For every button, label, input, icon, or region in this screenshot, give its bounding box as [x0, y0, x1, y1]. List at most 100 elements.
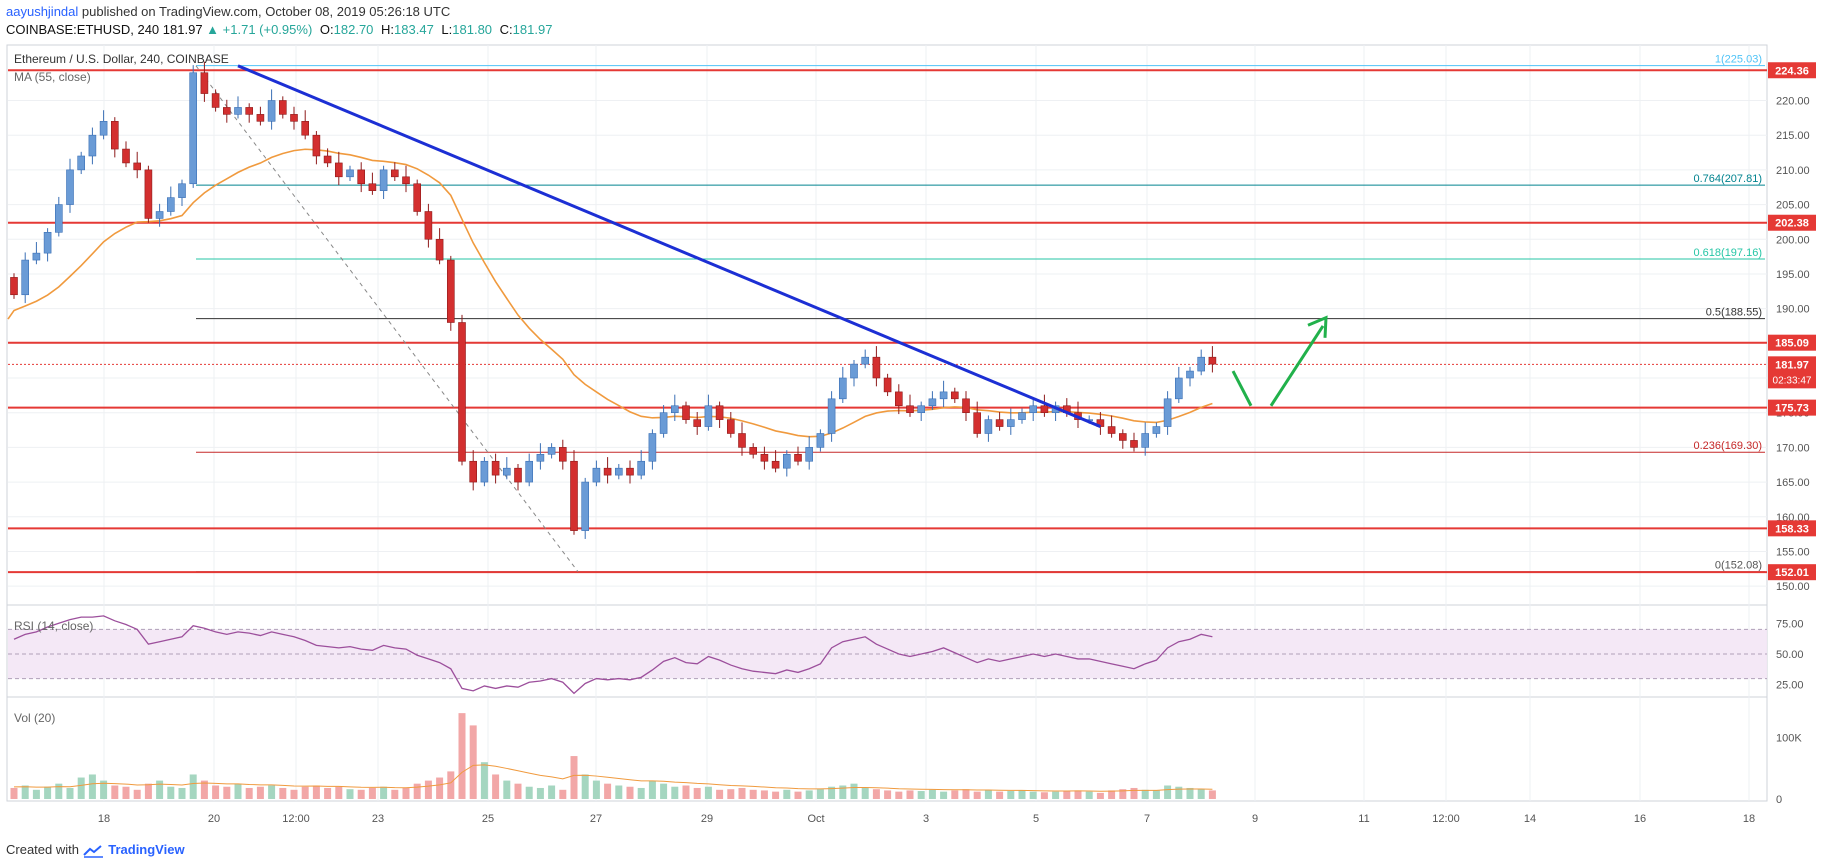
volume-bar — [727, 789, 735, 799]
volume-bar — [1085, 791, 1093, 799]
volume-bar — [66, 787, 74, 799]
candle-body — [1141, 433, 1149, 448]
low-label: L: — [441, 22, 453, 37]
moving-average-line — [7, 148, 1213, 438]
symbol-line: COINBASE:ETHUSD, 240 — [6, 22, 160, 37]
candle-body — [917, 405, 926, 413]
volume-bar — [268, 785, 276, 799]
volume-bar — [1164, 785, 1172, 799]
volume-bar — [167, 786, 175, 799]
y-tick-label: 155.00 — [1776, 546, 1810, 558]
candle-body — [906, 405, 914, 413]
volume-bar — [615, 785, 623, 799]
volume-bar — [436, 777, 444, 799]
candle-body — [626, 467, 634, 476]
y-tick-label: 195.00 — [1776, 269, 1810, 281]
y-tick-label: 170.00 — [1776, 442, 1810, 454]
x-tick-label: 5 — [1033, 813, 1039, 825]
fib-level-label: 0(152.08) — [1715, 560, 1762, 572]
candle-body — [424, 211, 433, 240]
volume-bar — [592, 780, 600, 799]
volume-bar — [559, 789, 567, 799]
volume-bar — [637, 787, 645, 799]
candle-body — [1107, 426, 1116, 434]
volume-legend: Vol (20) — [14, 711, 55, 725]
candle-body — [10, 277, 18, 296]
candle-body — [234, 107, 242, 115]
publish-info: aayushjindal published on TradingView.co… — [6, 4, 450, 19]
arrow-pullback — [1231, 370, 1253, 407]
x-tick-label: 29 — [701, 813, 713, 825]
symbol-info: COINBASE:ETHUSD, 240 181.97 ▲ +1.71 (+0.… — [6, 22, 552, 37]
volume-bar — [682, 785, 690, 799]
y-tick-label: 220.00 — [1776, 96, 1810, 108]
arrow-head-icon — [1307, 315, 1328, 338]
candle-body — [1006, 419, 1015, 427]
tradingview-logo-icon — [82, 844, 103, 858]
arrow-upside — [1269, 325, 1325, 407]
volume-bar — [324, 787, 332, 799]
level-price-tag — [1768, 334, 1816, 351]
candle-body — [883, 377, 892, 393]
volume-bar — [469, 725, 477, 799]
rsi-tick-label: 25.00 — [1776, 680, 1804, 692]
x-tick-label: 27 — [590, 813, 602, 825]
candle-body — [413, 183, 422, 212]
volume-bar — [917, 791, 925, 799]
volume-bar — [872, 789, 880, 799]
volume-bar — [10, 787, 18, 799]
candle-body — [223, 107, 231, 115]
volume-bar — [380, 786, 388, 799]
author-link[interactable]: aayushjindal — [6, 4, 79, 19]
current-price-tag — [1768, 356, 1816, 389]
candle-body — [1029, 405, 1037, 413]
volume-bar — [816, 789, 824, 799]
tradingview-link[interactable]: TradingView — [108, 842, 185, 857]
volume-bar — [234, 783, 242, 799]
x-tick-label: 9 — [1252, 813, 1258, 825]
candle-body — [323, 155, 332, 164]
candle-body — [390, 169, 399, 178]
x-tick-label: Oct — [807, 813, 824, 825]
volume-bar — [189, 774, 197, 799]
y-tick-label: 210.00 — [1776, 165, 1810, 177]
candle-body — [402, 176, 410, 185]
x-tick-label: 3 — [923, 813, 929, 825]
volume-bar — [749, 789, 757, 799]
candle-body — [614, 467, 623, 476]
level-price-tag-text: 152.01 — [1775, 567, 1809, 579]
rsi-tick-label: 50.00 — [1776, 649, 1804, 661]
volume-bar — [839, 785, 847, 799]
volume-bar — [1074, 790, 1082, 799]
x-tick-label: 25 — [482, 813, 494, 825]
candle-body — [88, 134, 97, 157]
candle-body — [581, 481, 590, 531]
candle-body — [536, 454, 545, 462]
level-price-tag — [1768, 520, 1816, 537]
volume-bar — [492, 774, 500, 799]
candle-body — [491, 460, 500, 476]
fib-level-label: 1(225.03) — [1715, 54, 1762, 66]
volume-bar — [1108, 790, 1116, 799]
candle-body — [794, 454, 802, 462]
candle-body — [603, 467, 612, 476]
candle-body — [346, 169, 354, 178]
y-tick-label: 200.00 — [1776, 234, 1810, 246]
candle-body — [77, 155, 85, 171]
candle-body — [155, 211, 164, 219]
candle-body — [469, 460, 478, 483]
fib-drawing-line — [195, 65, 579, 572]
candle-body — [99, 121, 108, 136]
rsi-band — [8, 629, 1767, 679]
volume-bar — [357, 789, 365, 799]
volume-bar — [704, 786, 712, 799]
volume-bar — [156, 780, 164, 799]
candle-body — [704, 405, 713, 427]
volume-bar — [996, 791, 1004, 799]
volume-bar — [223, 786, 231, 799]
footer: Created with TradingView — [6, 842, 185, 858]
y-tick-label: 205.00 — [1776, 200, 1810, 212]
candle-body — [726, 419, 735, 434]
volume-bar — [805, 790, 813, 799]
